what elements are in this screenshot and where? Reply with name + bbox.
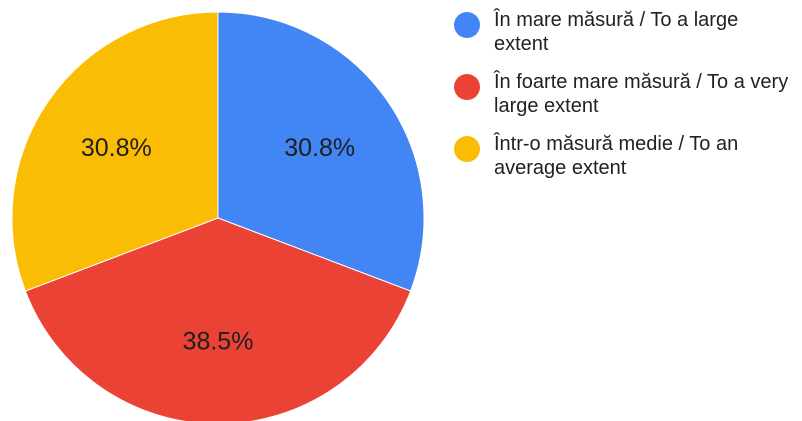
pie-slice-labels: 30.8% 38.5% 30.8% — [81, 134, 355, 356]
legend-label-very-large-extent: În foarte mare măsură / To a very large … — [494, 71, 789, 117]
legend-item-very-large-extent[interactable]: În foarte mare măsură / To a very large … — [454, 70, 794, 118]
chart-legend: În mare măsură / To a large extent În fo… — [454, 8, 794, 194]
slice-label-very-large-extent: 38.5% — [183, 328, 254, 356]
legend-swatch-very-large-extent — [454, 74, 480, 100]
pie-slice-large-extent[interactable] — [217, 11, 425, 292]
pie-slices — [11, 11, 425, 421]
slice-label-average-extent: 30.8% — [81, 134, 152, 162]
legend-swatch-average-extent — [454, 136, 480, 162]
legend-label-large-extent: În mare măsură / To a large extent — [494, 9, 739, 55]
pie-slice-average-extent[interactable] — [11, 11, 219, 292]
legend-item-average-extent[interactable]: Într-o măsură medie / To an average exte… — [454, 132, 794, 180]
legend-label-average-extent: Într-o măsură medie / To an average exte… — [494, 133, 739, 179]
legend-item-large-extent[interactable]: În mare măsură / To a large extent — [454, 8, 794, 56]
legend-swatch-large-extent — [454, 12, 480, 38]
pie-slice-very-large-extent[interactable] — [24, 217, 412, 421]
slice-label-large-extent: 30.8% — [284, 134, 355, 162]
